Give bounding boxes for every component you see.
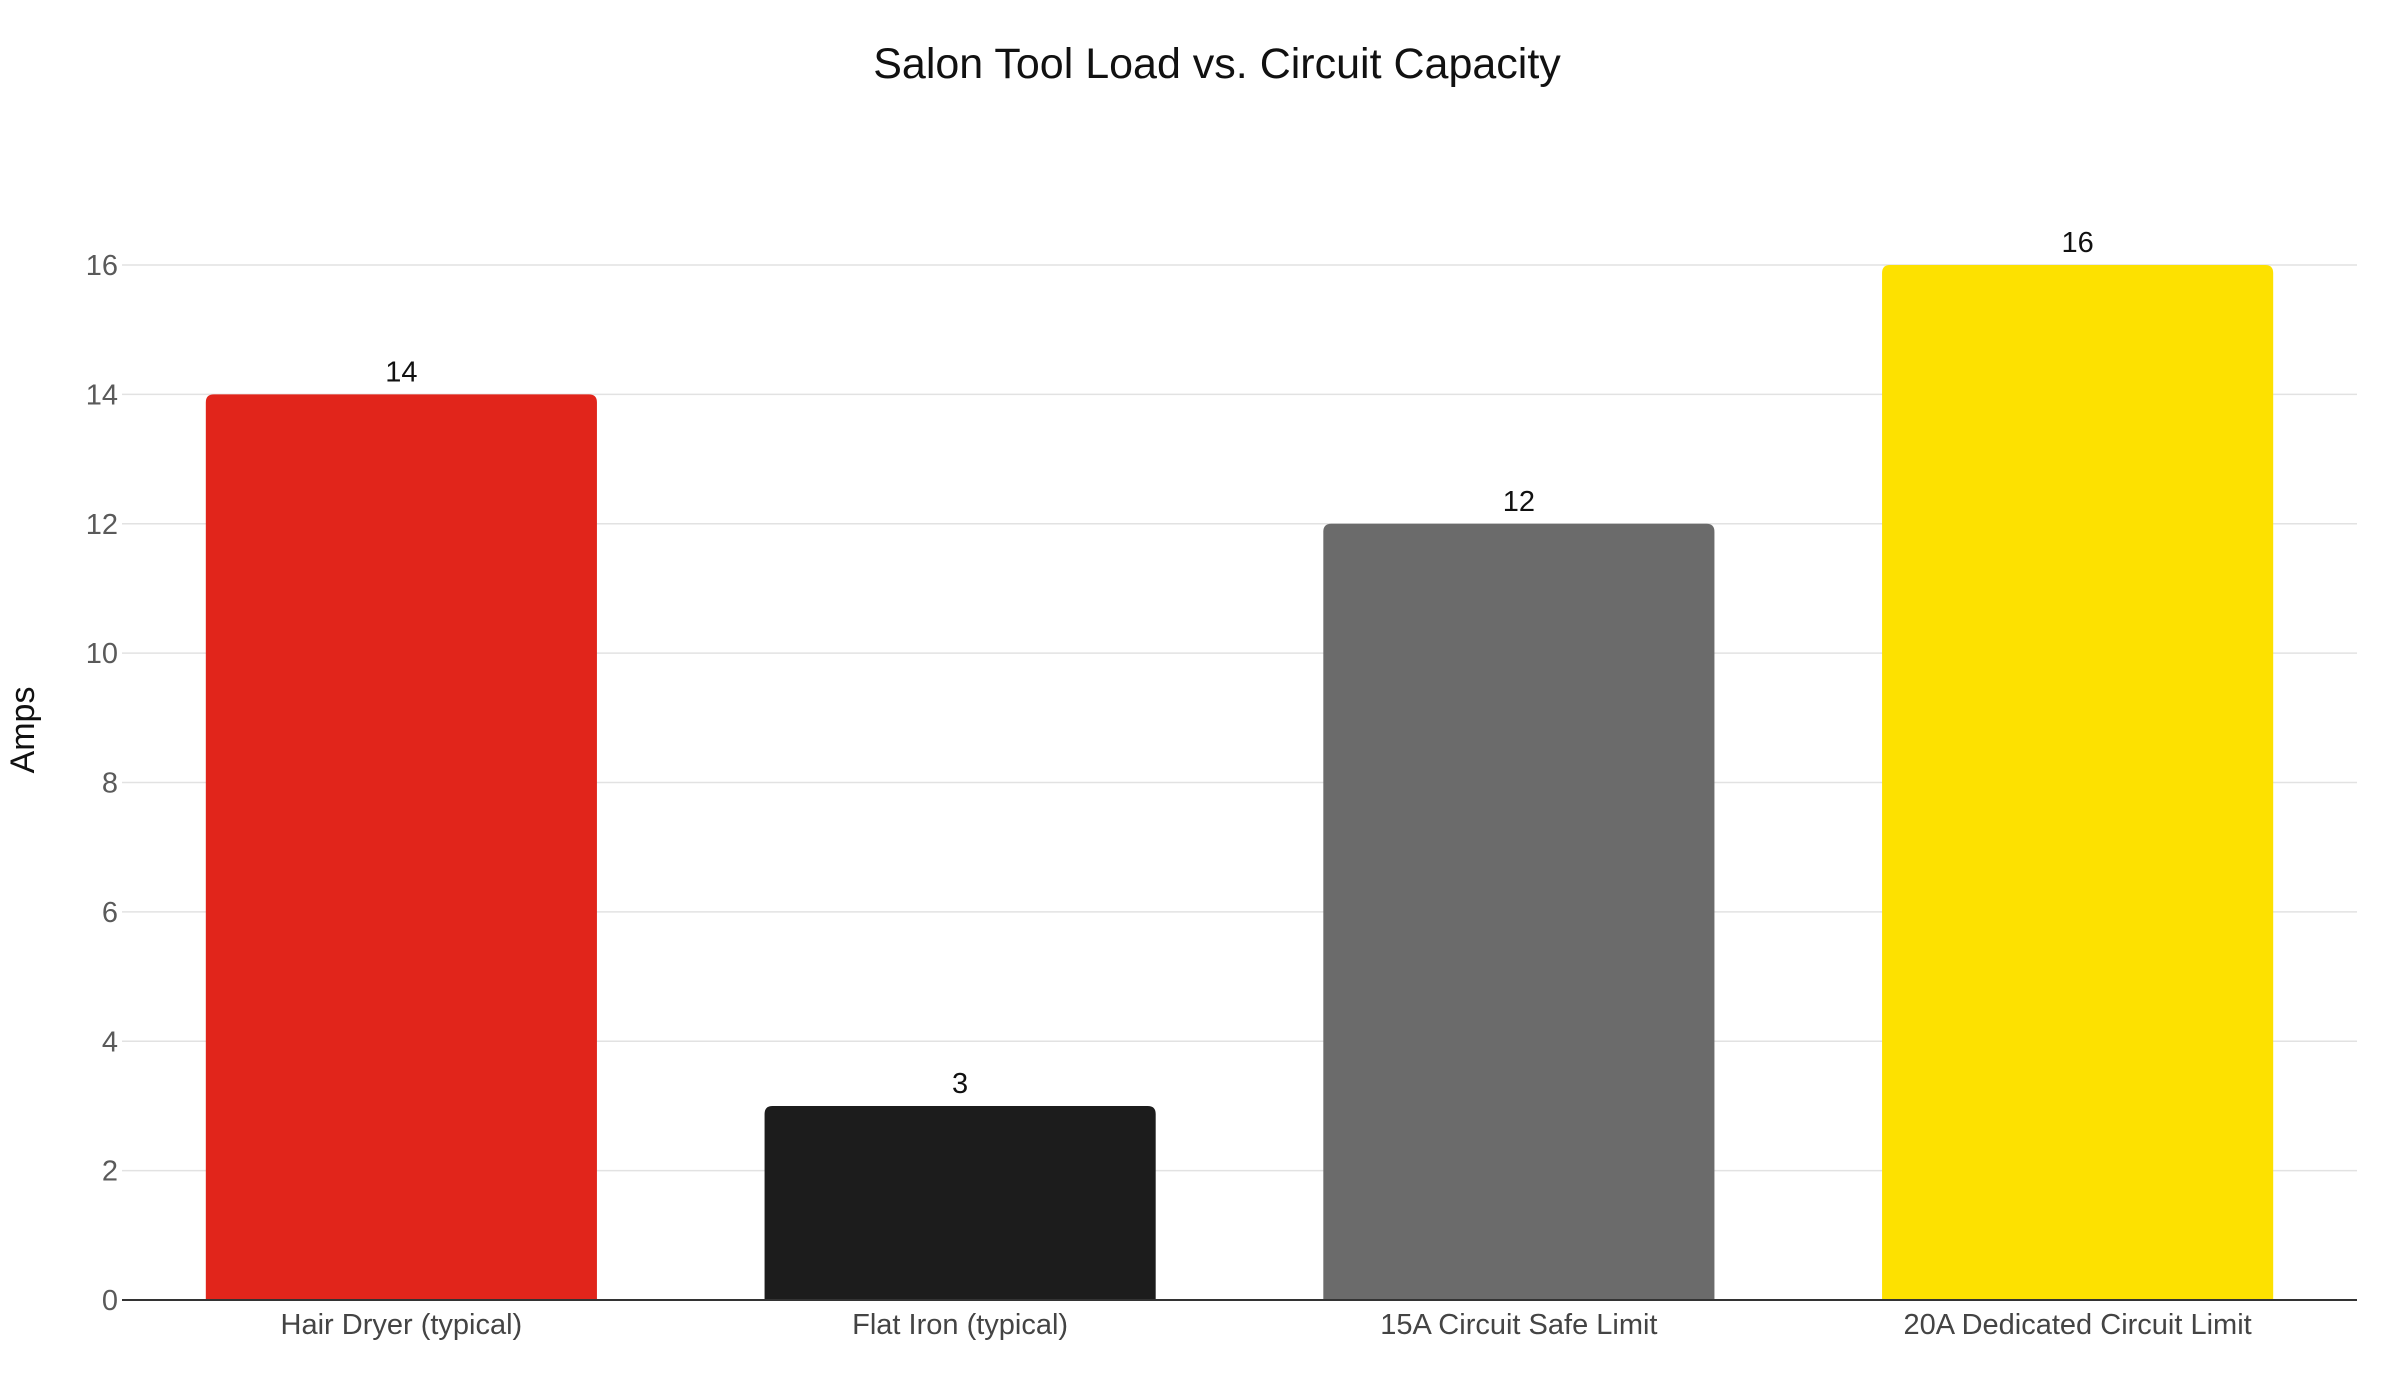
bar	[764, 1105, 1156, 1300]
y-tick-label: 12	[86, 509, 118, 541]
data-label: 16	[2061, 227, 2093, 259]
y-tick-label: 14	[86, 379, 118, 411]
data-label: 14	[385, 356, 417, 388]
y-tick-label: 0	[102, 1285, 118, 1317]
data-label: 12	[1503, 486, 1535, 518]
x-tick-label: 15A Circuit Safe Limit	[1380, 1309, 1657, 1341]
y-tick-label: 2	[102, 1156, 118, 1188]
y-axis-ticks: 0 2 4 6 8 10 12 14 16	[86, 250, 118, 1317]
x-tick-label: 20A Dedicated Circuit Limit	[1904, 1309, 2252, 1341]
x-tick-label: Hair Dryer (typical)	[281, 1309, 523, 1341]
data-labels: 14 3 12 16	[385, 227, 2094, 1100]
x-tick-label: Flat Iron (typical)	[852, 1309, 1068, 1341]
y-tick-label: 6	[102, 897, 118, 929]
bar	[1323, 523, 1715, 1300]
bar	[1882, 265, 2274, 1300]
bar	[205, 394, 597, 1300]
data-label: 3	[952, 1068, 968, 1100]
bars	[205, 265, 2274, 1300]
x-axis-ticks: Hair Dryer (typical) Flat Iron (typical) 1…	[281, 1309, 2252, 1341]
chart-title: Salon Tool Load vs. Circuit Capacity	[873, 40, 1561, 88]
y-tick-label: 8	[102, 768, 118, 800]
y-axis-label: Amps	[4, 687, 42, 774]
y-tick-label: 4	[102, 1026, 118, 1058]
y-tick-label: 10	[86, 638, 118, 670]
y-tick-label: 16	[86, 250, 118, 282]
